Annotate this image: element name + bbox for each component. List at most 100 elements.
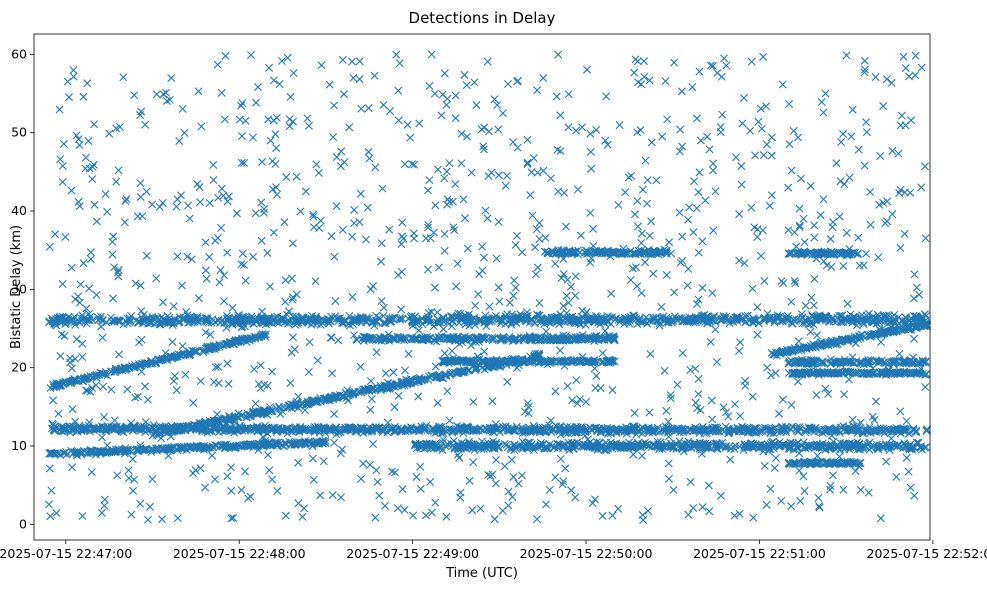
detection-marker [227,443,236,452]
detection-marker [318,438,327,447]
detection-marker [502,313,511,322]
detection-marker [902,323,911,332]
detection-marker [101,427,110,436]
detection-marker [852,321,861,330]
detection-marker [631,315,640,324]
detection-marker [305,426,314,435]
detection-marker [491,311,500,320]
detection-marker [203,443,212,452]
detection-marker [62,447,70,456]
detection-marker [86,372,95,381]
detection-marker [857,311,866,320]
detection-marker [49,449,58,458]
detection-marker [110,426,119,435]
detection-marker [881,425,890,434]
detection-marker [897,326,906,335]
detection-marker [142,445,151,454]
detection-marker [69,449,78,458]
detection-marker [79,377,88,386]
detection-marker [593,312,602,321]
detection-marker [629,311,638,320]
detection-marker [229,340,238,349]
detection-marker [243,315,252,324]
detection-marker [248,334,257,343]
detection-marker [823,339,832,348]
detection-marker [79,374,88,383]
detection-marker [107,367,116,376]
detection-marker [202,317,211,326]
detection-marker [244,411,253,420]
detection-marker [784,347,793,356]
detection-marker [379,311,388,320]
detection-marker [583,314,592,323]
detection-marker [221,443,230,452]
detection-marker [748,318,757,327]
detection-marker [343,423,352,432]
detection-marker [272,441,281,450]
detection-marker [461,320,470,329]
detection-marker [795,343,804,352]
detection-marker [693,424,702,433]
detection-marker [577,316,586,325]
detection-marker [562,309,571,318]
detection-marker [148,313,157,322]
detection-marker [494,315,503,324]
detection-marker [362,318,371,327]
detection-marker [307,314,316,323]
detection-marker [221,423,230,432]
detection-marker [208,315,217,324]
detection-marker [76,448,85,457]
detection-marker [191,316,200,325]
detection-marker [232,319,241,328]
detection-marker [553,316,562,325]
detection-marker [843,336,852,345]
detection-marker [836,337,845,346]
detection-marker [206,443,215,452]
detection-marker [211,343,220,352]
detection-marker [381,382,390,391]
detection-marker [875,318,884,327]
detection-marker [113,317,122,326]
detection-marker [907,314,916,323]
detection-marker [362,314,371,323]
detection-marker [812,312,821,321]
detection-marker [472,427,481,436]
detection-marker [51,449,59,458]
detection-marker [368,385,377,393]
detection-marker [465,366,474,375]
detection-marker [433,371,442,380]
detection-marker [904,324,913,333]
detection-marker [148,359,157,368]
detection-marker [192,441,201,450]
detection-marker [284,319,293,328]
detection-marker [611,315,620,324]
detection-marker [235,336,244,345]
detection-marker [281,439,290,448]
detection-marker [285,403,294,412]
detection-marker [614,315,623,324]
detection-marker [778,316,787,325]
detection-marker [380,319,389,328]
detection-marker [525,318,534,327]
detection-marker [101,370,110,379]
detection-marker [379,318,388,327]
detection-marker [921,320,930,329]
detection-marker [759,314,768,323]
detection-marker [884,327,893,336]
detection-marker [244,440,252,449]
detection-marker [91,450,100,459]
detection-marker [260,406,269,415]
detection-points [44,50,932,525]
detection-marker [318,436,327,445]
detection-marker [730,315,738,324]
detection-marker [808,343,817,352]
detection-marker [266,318,275,327]
detection-marker [226,414,235,423]
detection-marker [784,317,793,326]
detection-marker [68,377,77,386]
detection-marker [184,318,193,327]
detection-marker [57,316,66,325]
detection-marker [284,401,293,410]
detection-marker [389,315,398,324]
detection-marker [185,350,194,359]
